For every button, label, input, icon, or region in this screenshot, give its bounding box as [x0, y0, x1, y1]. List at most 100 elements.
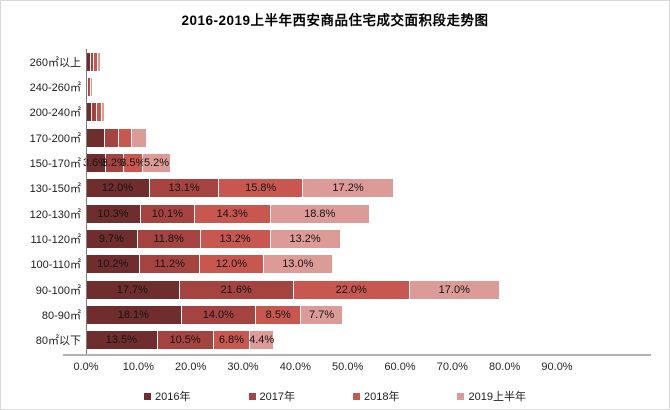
bar-segment: 3.5%: [120, 153, 145, 172]
legend-label: 2019上半年: [468, 391, 526, 403]
bar-value-label: 11.8%: [153, 232, 184, 245]
category-label: 260㎡以上: [29, 56, 81, 69]
bar-track: 17.7% 21.6% 22.0% 17.0%: [86, 280, 557, 299]
bar-track: [86, 103, 557, 122]
bar-value-label: 12.0%: [215, 258, 247, 271]
bar-value-label: 7.7%: [309, 308, 335, 321]
bar-segment: 17.7%: [86, 280, 179, 299]
x-axis-line: [63, 354, 651, 356]
bar-segment: [86, 103, 92, 122]
bar-row: 150-170㎡ 3.6% 3.2% 3.5% 5.2%: [1, 150, 669, 175]
bar-track: 10.3% 10.1% 14.3% 18.8%: [86, 204, 557, 223]
bar-segment: [97, 103, 101, 122]
bar-segment: 12.0%: [86, 179, 149, 198]
bar-track: 13.5% 10.5% 6.8% 4.4%: [86, 331, 557, 350]
bar-row: 100-110㎡ 10.2% 11.2% 12.0% 13.0%: [1, 252, 669, 277]
bar-row: 80㎡以下 13.5% 10.5% 6.8% 4.4%: [1, 328, 669, 353]
legend-label: 2016年: [155, 391, 191, 403]
bar-value-label: 3.5%: [120, 156, 146, 169]
bar-segment: 13.0%: [263, 255, 332, 274]
bar-segment: 6.8%: [213, 331, 250, 350]
x-tick-label: 90.0%: [541, 361, 573, 373]
bar-track: 12.0% 13.1% 15.8% 17.2%: [86, 179, 557, 198]
bar-segment: 10.3%: [86, 204, 140, 223]
bar-value-label: 14.0%: [202, 308, 234, 321]
bar-segment: [87, 77, 89, 96]
legend: 2016年 2017年 2018年 2019上半年: [1, 388, 669, 404]
bar-segment: 4.4%: [249, 331, 275, 350]
bar-row: 120-130㎡ 10.3% 10.1% 14.3% 18.8%: [1, 201, 669, 226]
bar-value-label: 10.2%: [97, 258, 129, 271]
bar-segment: 13.2%: [270, 229, 340, 248]
bar-segment: 13.5%: [86, 331, 157, 350]
category-label: 120-130㎡: [29, 208, 81, 221]
bar-value-label: 17.7%: [116, 283, 148, 296]
bar-segment: 22.0%: [293, 280, 409, 299]
bar-value-label: 10.3%: [97, 207, 129, 220]
bar-segment: 10.2%: [86, 255, 140, 274]
category-label: 100-110㎡: [30, 259, 81, 272]
bar-track: 9.7% 11.8% 13.2% 13.2%: [86, 229, 557, 248]
bar-segment: [98, 52, 100, 71]
bar-segment: 21.6%: [179, 280, 293, 299]
bar-segment: 18.8%: [270, 204, 369, 223]
bar-value-label: 6.8%: [218, 334, 244, 347]
category-label: 130-150㎡: [29, 183, 81, 196]
legend-swatch: [457, 392, 465, 400]
bar-segment: 8.5%: [255, 305, 301, 324]
bar-row: 90-100㎡ 17.7% 21.6% 22.0% 17.0%: [1, 277, 669, 302]
y-axis-line: [86, 49, 87, 355]
legend-item: 2019上半年: [457, 388, 526, 404]
bar-segment: [86, 52, 90, 71]
bar-segment: 12.0%: [199, 255, 263, 274]
bar-segment: 7.7%: [301, 305, 342, 324]
bar-segment: 17.0%: [409, 280, 499, 299]
legend-item: 2017年: [248, 388, 295, 404]
category-label: 240-260㎡: [29, 81, 81, 94]
bar-segment: [89, 77, 91, 96]
bar-row: 110-120㎡ 9.7% 11.8% 13.2% 13.2%: [1, 226, 669, 251]
x-tick-label: 30.0%: [227, 361, 259, 373]
bar-segment: 11.8%: [137, 229, 200, 248]
bar-value-label: 14.3%: [216, 207, 248, 220]
bar-value-label: 5.2%: [143, 156, 170, 169]
x-tick-label: 20.0%: [175, 361, 207, 373]
bar-value-label: 21.6%: [220, 283, 252, 296]
bar-value-label: 13.1%: [168, 182, 200, 195]
category-label: 150-170㎡: [29, 157, 81, 170]
bar-segment: [94, 52, 98, 71]
bar-segment: [119, 128, 131, 147]
bar-segment: [92, 103, 97, 122]
bar-value-label: 4.4%: [249, 334, 275, 347]
bar-segment: 3.2%: [102, 153, 127, 172]
x-tick-label: 60.0%: [384, 361, 416, 373]
bar-segment: [91, 77, 92, 96]
bar-row: 240-260㎡: [1, 74, 669, 99]
bar-track: 18.1% 14.0% 8.5% 7.7%: [86, 305, 557, 324]
bar-segment: 5.2%: [142, 153, 171, 172]
bar-value-label: 3.2%: [101, 156, 127, 169]
bar-segment: [86, 128, 104, 147]
bar-segment: [104, 128, 119, 147]
bar-segment: 18.1%: [86, 305, 181, 324]
category-label: 90-100㎡: [35, 284, 81, 297]
bar-track: [86, 77, 557, 96]
bar-value-label: 18.1%: [117, 308, 149, 321]
bar-value-label: 13.0%: [282, 258, 314, 271]
bar-row: 80-90㎡ 18.1% 14.0% 8.5% 7.7%: [1, 302, 669, 327]
x-tick-label: 70.0%: [436, 361, 468, 373]
category-label: 170-200㎡: [29, 132, 81, 145]
bar-track: [86, 128, 557, 147]
bar-value-label: 17.2%: [332, 182, 364, 195]
category-label: 110-120㎡: [30, 233, 81, 246]
bar-value-label: 3.6%: [82, 156, 108, 169]
legend-label: 2018年: [364, 391, 400, 403]
bar-value-label: 13.2%: [219, 232, 251, 245]
category-label: 80-90㎡: [41, 309, 81, 322]
bar-row: 170-200㎡: [1, 125, 669, 150]
category-label: 80㎡以下: [35, 335, 81, 348]
bar-value-label: 9.7%: [98, 232, 124, 245]
legend-swatch: [353, 392, 360, 400]
legend-item: 2016年: [144, 388, 191, 404]
